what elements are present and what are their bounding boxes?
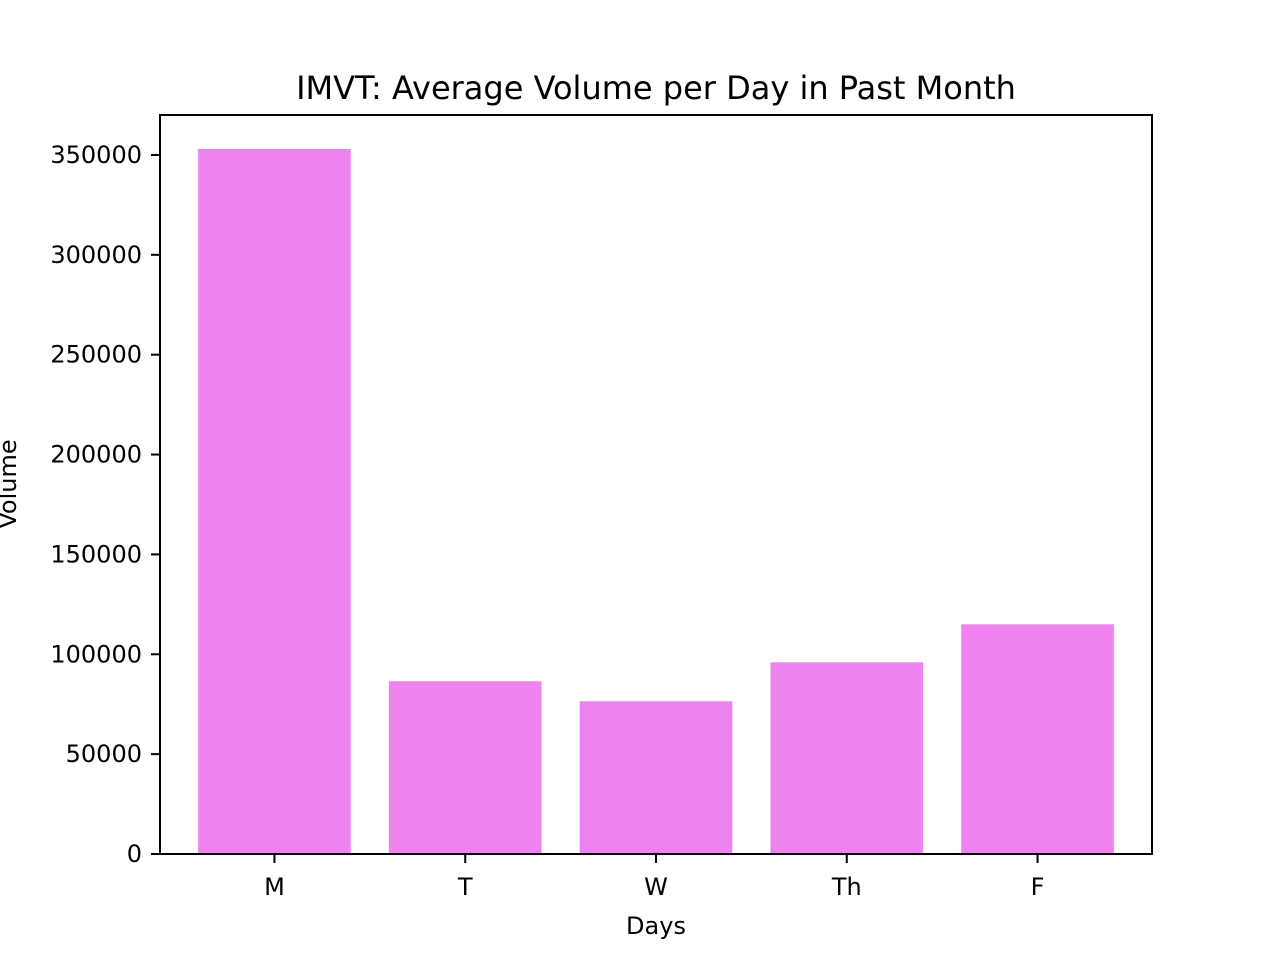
y-tick-label: 250000 [50,341,142,369]
y-axis-ticks: 0 50000 100000 150000 200000 250000 300000 3500… [50,141,160,868]
y-tick-label: 350000 [50,141,142,169]
bar-m [198,148,351,855]
bar-t [388,681,542,854]
bar-w [579,701,733,854]
bar-th [770,662,924,854]
bar-f [961,624,1114,854]
y-tick-label: 0 [127,840,142,868]
x-tick-label: W [644,873,668,901]
y-axis-label: Volume [0,439,22,528]
x-axis-label: Days [626,912,686,940]
y-tick-label: 150000 [50,540,142,568]
y-tick-label: 100000 [50,640,142,668]
x-axis-ticks: M T W Th F [264,854,1044,901]
chart-title: IMVT: Average Volume per Day in Past Mon… [296,69,1016,107]
x-tick-label: Th [831,873,862,901]
x-tick-label: M [264,873,285,901]
x-tick-label: T [457,873,473,901]
x-tick-label: F [1031,873,1045,901]
y-tick-label: 200000 [50,441,142,469]
y-tick-label: 300000 [50,241,142,269]
bars-group [198,148,1114,855]
plot-area-frame [159,114,1153,855]
y-tick-label: 50000 [66,740,142,768]
